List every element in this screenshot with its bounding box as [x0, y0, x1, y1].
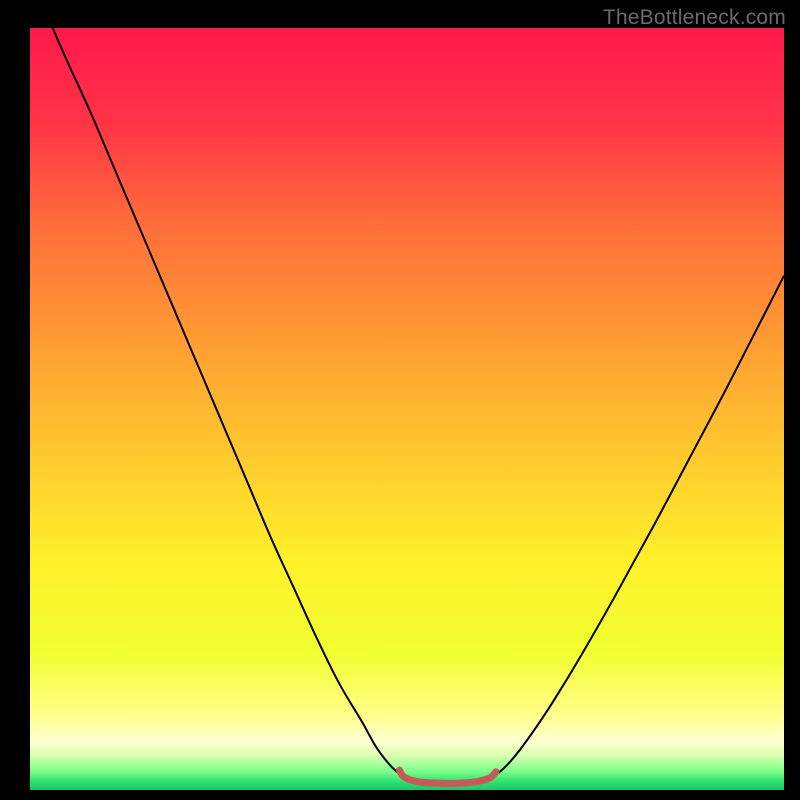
gradient-background [30, 28, 784, 790]
bottleneck-chart [0, 0, 800, 800]
watermark-text: TheBottleneck.com [603, 6, 786, 30]
chart-stage: TheBottleneck.com [0, 0, 800, 800]
